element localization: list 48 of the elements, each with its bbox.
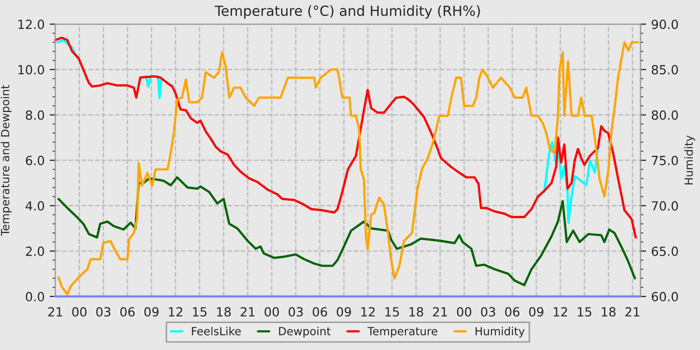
x-tick-label: 21 [625,307,640,316]
legend-label: Dewpoint [279,326,331,338]
y-tick-label: 6.0 [26,156,44,166]
line-series [57,41,640,296]
y2-tick-label: 70.0 [652,201,678,211]
x-tick-label: 12 [361,307,375,316]
y2-tick-label: 65.0 [652,246,678,256]
x-tick-label: 15 [385,307,399,317]
y2-axis-title: Humidity [684,135,696,184]
x-tick-label: 06 [120,307,135,317]
line-series [57,176,636,286]
legend-label: Humidity [476,326,525,338]
y2-tick-label: 75.0 [652,156,678,166]
y2-tick-label: 90.0 [652,20,678,30]
x-tick-label: 06 [312,307,328,317]
x-tick-label: 21 [433,307,447,316]
x-tick-label: 12 [554,307,568,316]
chart-title: Temperature (°C) and Humidity (RH%) [214,5,480,19]
x-tick-label: 03 [481,307,496,317]
x-tick-label: 00 [264,307,279,317]
x-tick-label: 09 [529,307,544,317]
x-tick-label: 15 [578,307,592,317]
x-tick-label: 15 [193,307,206,317]
x-tick-label: 06 [505,307,520,317]
legend-label: Temperature [367,327,438,338]
y-tick-label: 0.0 [26,292,44,302]
y-tick-label: 2.0 [26,246,44,256]
y2-tick-label: 80.0 [652,110,678,120]
y-tick-label: 12.0 [18,20,44,30]
y-tick-label: 4.0 [26,201,44,211]
x-tick-label: 00 [72,307,86,317]
x-tick-label: 03 [96,307,110,317]
x-tick-label: 09 [144,307,159,317]
x-tick-label: 00 [457,307,472,317]
x-tick-label: 21 [240,307,254,316]
x-tick-label: 21 [48,307,62,316]
x-tick-label: 03 [288,307,303,317]
y2-tick-label: 60.0 [652,292,678,302]
y2-tick-label: 85.0 [652,65,678,74]
legend-label: FeelsLike [192,326,241,336]
y-tick-label: 10.0 [18,65,44,74]
y-axis-title: Temperature and Dewpoint [0,84,12,236]
x-tick-label: 18 [409,307,424,317]
y-tick-label: 8.0 [26,110,44,120]
x-tick-label: 09 [336,307,351,317]
x-tick-label: 18 [217,307,231,317]
x-tick-label: 18 [602,307,616,317]
x-tick-label: 12 [168,307,182,316]
